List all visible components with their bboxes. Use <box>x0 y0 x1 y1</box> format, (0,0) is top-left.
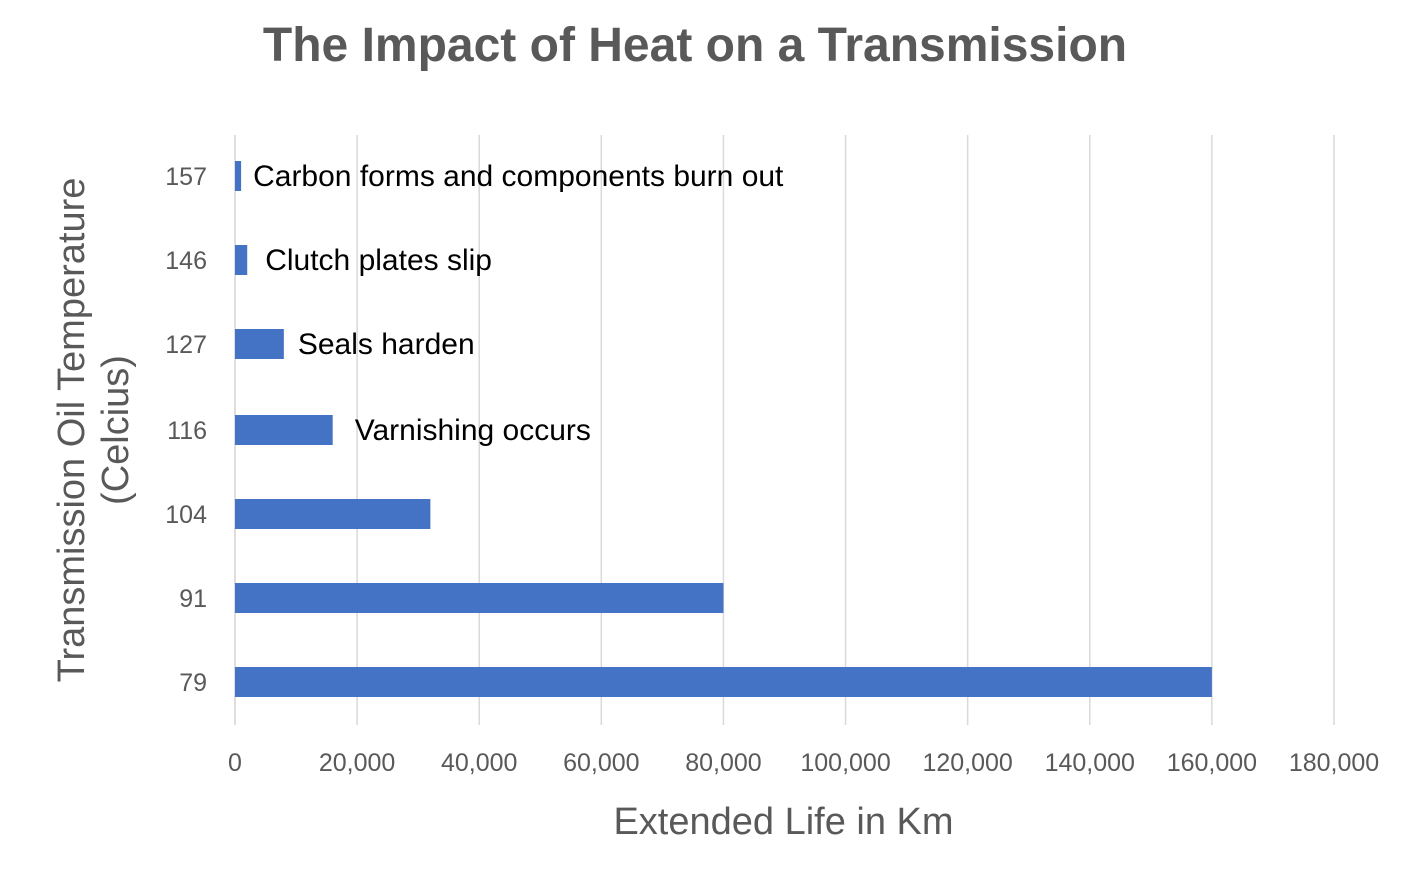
x-tick-label: 40,000 <box>441 749 517 777</box>
x-tick-label: 140,000 <box>1045 749 1135 777</box>
y-axis-title-line: Transmission Oil Temperature <box>51 178 93 683</box>
bar-116 <box>235 415 333 445</box>
y-tick-label: 146 <box>165 247 207 275</box>
y-tick-label: 116 <box>167 417 207 445</box>
x-axis-title: Extended Life in Km <box>613 801 953 843</box>
y-tick-label: 157 <box>165 163 207 191</box>
data-annotation: Clutch plates slip <box>265 244 492 277</box>
bar-79 <box>235 667 1212 697</box>
bar-104 <box>235 499 431 529</box>
data-annotation: Carbon forms and components burn out <box>253 160 784 193</box>
y-tick-label: 91 <box>179 585 207 613</box>
y-tick-label: 79 <box>179 669 207 697</box>
y-axis-title: Transmission Oil Temperature(Celcius) <box>51 178 137 683</box>
y-tick-label: 104 <box>165 501 207 529</box>
x-tick-label: 160,000 <box>1167 749 1257 777</box>
x-tick-label: 120,000 <box>922 749 1012 777</box>
y-axis-title-line: (Celcius) <box>95 355 137 505</box>
bar-127 <box>235 329 284 359</box>
x-tick-label: 100,000 <box>800 749 890 777</box>
data-annotation: Seals harden <box>298 328 475 361</box>
x-tick-label: 0 <box>228 749 242 777</box>
x-tick-label: 180,000 <box>1289 749 1379 777</box>
x-tick-label: 20,000 <box>319 749 395 777</box>
bar-157 <box>235 161 242 191</box>
data-annotation: Varnishing occurs <box>355 414 591 447</box>
chart-title: The Impact of Heat on a Transmission <box>262 19 1128 72</box>
x-tick-label: 60,000 <box>563 749 639 777</box>
y-tick-label: 127 <box>165 331 207 359</box>
bar-146 <box>235 245 248 275</box>
bar-91 <box>235 583 724 613</box>
x-tick-label: 80,000 <box>685 749 761 777</box>
